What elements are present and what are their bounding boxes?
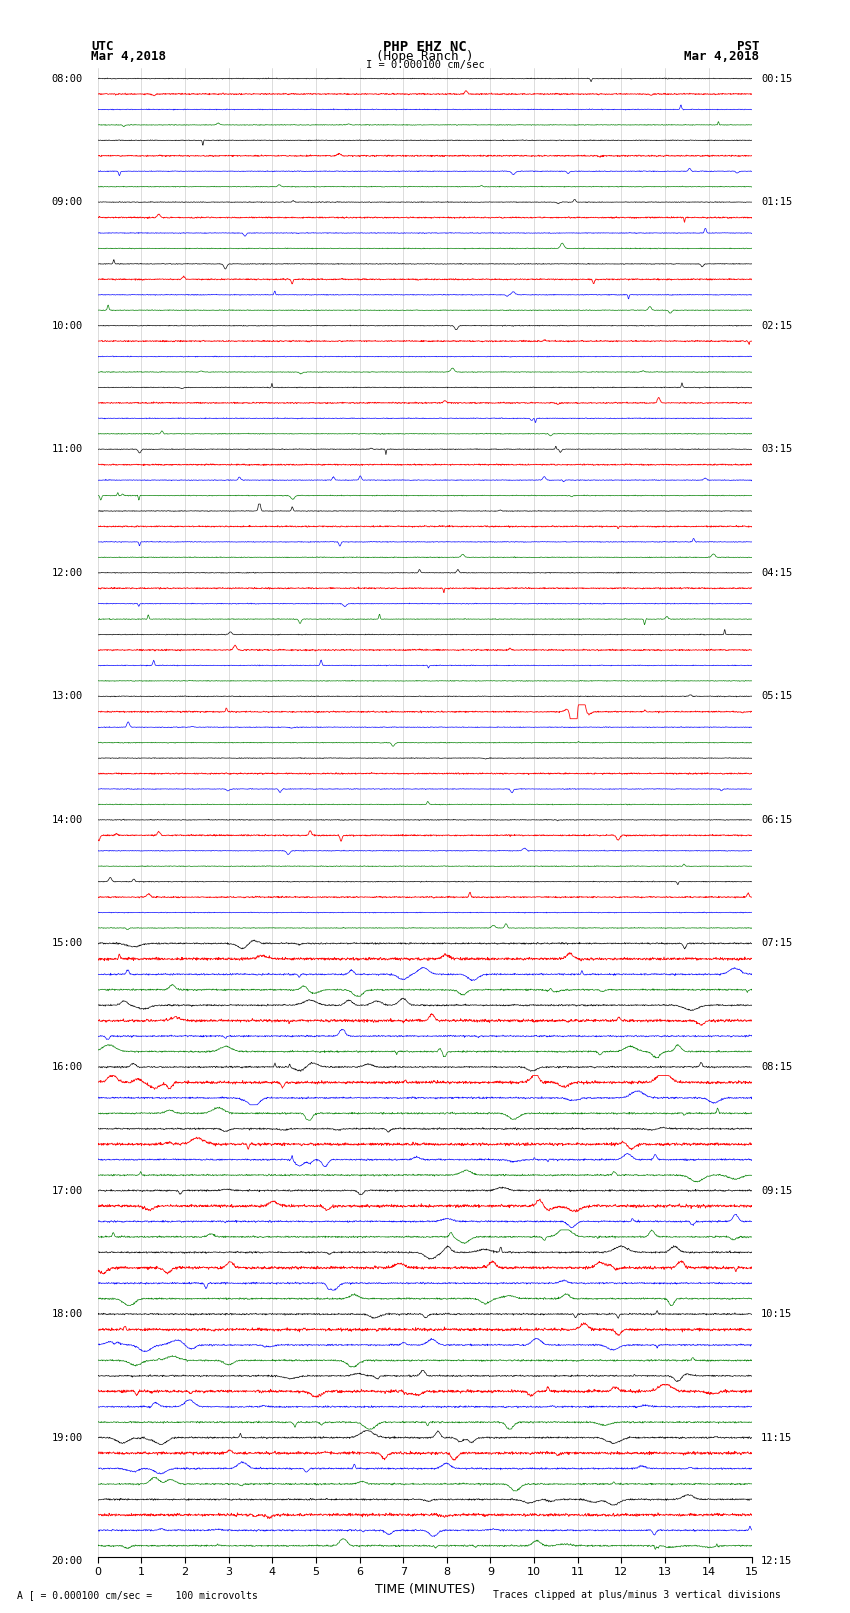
Text: 03:15: 03:15 bbox=[761, 444, 792, 455]
Text: UTC: UTC bbox=[91, 39, 113, 53]
Text: 08:15: 08:15 bbox=[761, 1061, 792, 1073]
Text: 04:15: 04:15 bbox=[761, 568, 792, 577]
Text: 18:00: 18:00 bbox=[51, 1310, 82, 1319]
Text: (Hope Ranch ): (Hope Ranch ) bbox=[377, 50, 473, 63]
Text: 17:00: 17:00 bbox=[51, 1186, 82, 1195]
Text: 01:15: 01:15 bbox=[761, 197, 792, 206]
Text: 09:15: 09:15 bbox=[761, 1186, 792, 1195]
Text: 10:15: 10:15 bbox=[761, 1310, 792, 1319]
Text: PHP EHZ NC: PHP EHZ NC bbox=[383, 39, 467, 53]
Text: Mar 4,2018: Mar 4,2018 bbox=[684, 50, 759, 63]
Text: 07:15: 07:15 bbox=[761, 939, 792, 948]
Text: 11:15: 11:15 bbox=[761, 1432, 792, 1442]
Text: 02:15: 02:15 bbox=[761, 321, 792, 331]
Text: 14:00: 14:00 bbox=[51, 815, 82, 824]
Text: 05:15: 05:15 bbox=[761, 692, 792, 702]
Text: 12:15: 12:15 bbox=[761, 1557, 792, 1566]
Text: 08:00: 08:00 bbox=[51, 74, 82, 84]
Text: 06:15: 06:15 bbox=[761, 815, 792, 824]
Text: 13:00: 13:00 bbox=[51, 692, 82, 702]
Text: Mar 4,2018: Mar 4,2018 bbox=[91, 50, 166, 63]
Text: 19:00: 19:00 bbox=[51, 1432, 82, 1442]
Text: I = 0.000100 cm/sec: I = 0.000100 cm/sec bbox=[366, 60, 484, 71]
Text: 12:00: 12:00 bbox=[51, 568, 82, 577]
Text: 10:00: 10:00 bbox=[51, 321, 82, 331]
Text: 15:00: 15:00 bbox=[51, 939, 82, 948]
Text: A [ = 0.000100 cm/sec =    100 microvolts: A [ = 0.000100 cm/sec = 100 microvolts bbox=[17, 1590, 258, 1600]
Text: 16:00: 16:00 bbox=[51, 1061, 82, 1073]
Text: 09:00: 09:00 bbox=[51, 197, 82, 206]
X-axis label: TIME (MINUTES): TIME (MINUTES) bbox=[375, 1582, 475, 1595]
Text: 00:15: 00:15 bbox=[761, 74, 792, 84]
Text: Traces clipped at plus/minus 3 vertical divisions: Traces clipped at plus/minus 3 vertical … bbox=[493, 1590, 781, 1600]
Text: 20:00: 20:00 bbox=[51, 1557, 82, 1566]
Text: 11:00: 11:00 bbox=[51, 444, 82, 455]
Text: PST: PST bbox=[737, 39, 759, 53]
